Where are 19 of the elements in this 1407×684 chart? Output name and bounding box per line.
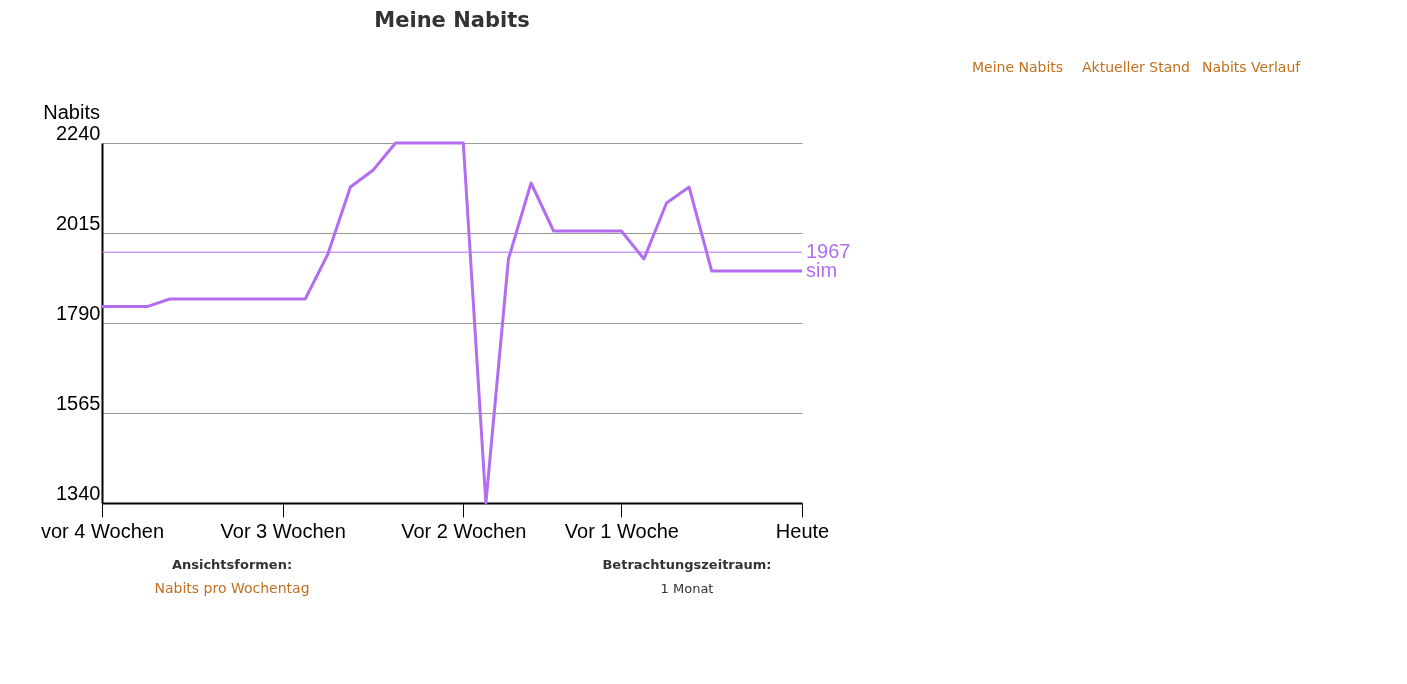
text: 1 Monat: [660, 581, 714, 596]
text: Ansichtsformen:: [171, 557, 293, 572]
x-tick-label: Vor 3 Wochen: [220, 519, 346, 542]
text: Nabits pro Wochentag: [154, 580, 310, 596]
chart-title: Meine Nabits: [374, 8, 530, 32]
text: Meine Nabits: [972, 59, 1064, 75]
y-tick-label: 2015: [56, 211, 101, 234]
y-tick-label: 1790: [56, 301, 101, 324]
x-tick-label: Heute: [775, 519, 830, 542]
y-tick-label: 2240: [56, 121, 101, 144]
x-tick-label: vor 4 Wochen: [40, 519, 165, 542]
text: Nabits Verlauf: [1202, 59, 1302, 75]
x-tick-label: Vor 1 Woche: [564, 519, 679, 542]
x-tick-label: Vor 2 Wochen: [401, 519, 527, 542]
y-tick-label: 1565: [56, 391, 101, 414]
y-tick-label: 1340: [56, 481, 101, 504]
text: Aktueller Stand: [1082, 59, 1190, 75]
text: Betrachtungszeitraum:: [602, 557, 772, 572]
y-axis-title: Nabits: [43, 101, 100, 123]
